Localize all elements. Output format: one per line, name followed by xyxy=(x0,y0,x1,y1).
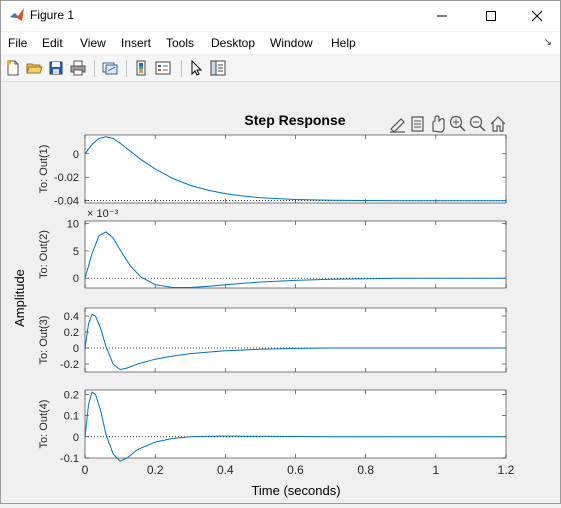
menu-insert[interactable]: Insert xyxy=(121,36,152,50)
x-tick-label: 0.6 xyxy=(287,463,304,477)
new-figure-icon[interactable] xyxy=(4,59,22,77)
maximize-button[interactable] xyxy=(468,1,514,31)
pointer-icon[interactable] xyxy=(187,59,205,77)
menu-tools[interactable]: Tools xyxy=(166,36,195,50)
toolbar-separator xyxy=(181,60,182,77)
x-axis-label: Time (seconds) xyxy=(251,483,340,498)
y-tick-label: 0 xyxy=(73,343,79,355)
home-icon[interactable] xyxy=(490,116,506,132)
subplot-axes-3 xyxy=(84,307,507,373)
menu-bar: File Edit View Insert Tools Desktop Wind… xyxy=(1,32,560,54)
zoom-out-icon[interactable] xyxy=(469,115,486,132)
response-line-4 xyxy=(84,391,506,462)
maximize-icon xyxy=(486,11,496,21)
minimize-icon xyxy=(437,15,447,17)
close-icon xyxy=(531,10,543,22)
title-bar[interactable]: Figure 1 xyxy=(1,1,560,31)
subplot-output-label: To: Out(3) xyxy=(38,316,50,365)
menu-file[interactable]: File xyxy=(8,36,28,50)
menu-view[interactable]: View xyxy=(80,36,106,50)
response-line-3 xyxy=(84,313,506,371)
y-tick-label: 0 xyxy=(73,273,79,285)
subplot-output-label: To: Out(2) xyxy=(38,230,50,279)
toolbar-separator xyxy=(126,60,127,77)
x-tick-label: 1.2 xyxy=(498,463,515,477)
y-exponent-label: × 10⁻³ xyxy=(87,208,119,220)
y-tick-label: 5 xyxy=(73,246,79,258)
toolbar-separator xyxy=(94,60,95,77)
y-tick-label: 0 xyxy=(73,432,79,444)
x-tick-label: 0.2 xyxy=(147,463,164,477)
brush-icon[interactable] xyxy=(390,118,405,133)
dock-arrow-icon[interactable]: ↘ xyxy=(543,37,552,48)
chart-title: Step Response xyxy=(244,112,345,128)
menu-edit[interactable]: Edit xyxy=(42,36,63,50)
y-tick-label: 0.1 xyxy=(64,411,79,423)
menu-window[interactable]: Window xyxy=(270,36,313,50)
y-tick-label: -0.02 xyxy=(54,172,79,184)
minimize-button[interactable] xyxy=(419,1,465,31)
x-tick-label: 0 xyxy=(82,463,89,477)
property-inspector-icon[interactable] xyxy=(209,59,227,77)
y-tick-label: -0.04 xyxy=(54,196,79,208)
y-tick-label: -0.1 xyxy=(60,453,79,465)
axes-toolbar xyxy=(390,115,506,133)
save-icon[interactable] xyxy=(47,59,65,77)
step-response-chart[interactable]: Step Response xyxy=(2,83,557,503)
response-line-2 xyxy=(84,231,506,288)
matlab-logo-icon xyxy=(10,8,24,21)
link-plot-icon[interactable] xyxy=(101,59,119,77)
y-tick-label: 0 xyxy=(73,149,79,161)
insert-colorbar-icon[interactable] xyxy=(132,59,150,77)
subplot-axes-1 xyxy=(84,134,507,204)
insert-legend-icon[interactable] xyxy=(154,59,172,77)
zoom-in-icon[interactable] xyxy=(449,115,466,132)
window-title: Figure 1 xyxy=(30,8,75,22)
x-tick-label: 1 xyxy=(432,463,439,477)
subplot-axes-4 xyxy=(84,389,507,459)
pan-icon[interactable] xyxy=(432,115,445,133)
x-tick-label: 0.8 xyxy=(357,463,374,477)
y-tick-label: 0.4 xyxy=(64,311,79,323)
y-tick-label: 10 xyxy=(67,219,79,231)
y-tick-label: 0.2 xyxy=(64,327,79,339)
response-line-1 xyxy=(84,136,506,202)
figure-toolbar xyxy=(1,55,560,82)
y-axis-label: Amplitude xyxy=(12,269,27,327)
close-button[interactable] xyxy=(514,1,560,31)
open-file-icon[interactable] xyxy=(25,59,43,77)
menu-help[interactable]: Help xyxy=(331,36,356,50)
print-icon[interactable] xyxy=(69,59,87,77)
datatip-icon[interactable] xyxy=(411,116,424,132)
x-tick-label: 0.4 xyxy=(217,463,234,477)
menu-desktop[interactable]: Desktop xyxy=(211,36,256,50)
y-tick-label: 0.2 xyxy=(64,389,79,401)
y-tick-label: -0.2 xyxy=(60,359,79,371)
figure-canvas[interactable]: Step Response xyxy=(2,83,557,503)
subplot-output-label: To: Out(1) xyxy=(38,145,50,194)
subplot-output-label: To: Out(4) xyxy=(38,400,50,449)
